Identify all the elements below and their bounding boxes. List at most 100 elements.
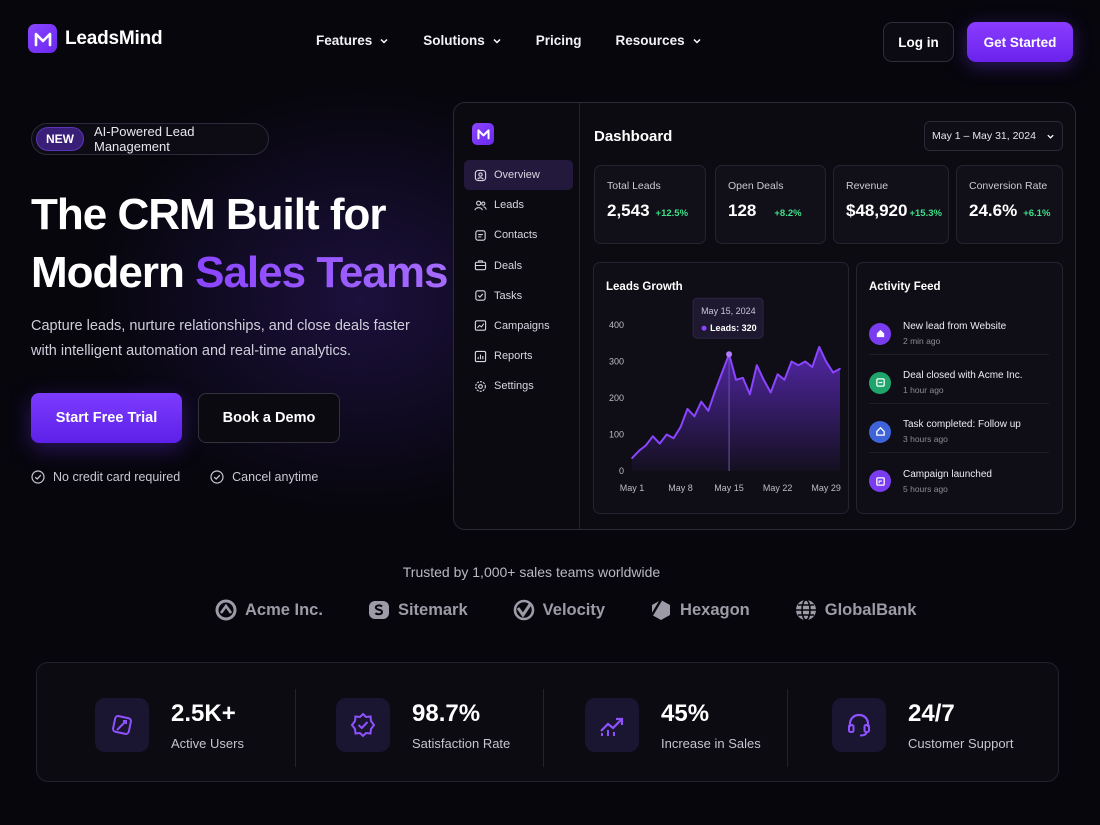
nav-pricing-label: Pricing <box>535 33 582 48</box>
stat-value: 24.6% <box>969 201 1018 220</box>
nav-solutions-label: Solutions <box>423 33 485 48</box>
dashboard-sidebar: Overview Leads Contacts Deals Tasks Camp… <box>454 103 580 529</box>
date-range-value: May 1 – May 31, 2024 <box>932 130 1036 142</box>
stat-label: Satisfaction Rate <box>412 735 511 751</box>
users-icon <box>474 200 487 211</box>
brand-hexagon: Hexagon <box>649 598 750 622</box>
menu-item-leads[interactable]: Leads <box>464 190 573 220</box>
activity-text: Campaign launched <box>903 468 992 480</box>
data-point <box>665 433 668 436</box>
divider <box>295 689 296 767</box>
data-point <box>776 373 779 376</box>
trending-up-icon <box>585 698 639 752</box>
login-button[interactable]: Log in <box>883 22 954 62</box>
divider <box>787 689 788 767</box>
nav-features-label: Features <box>316 33 373 48</box>
chevron-down-icon <box>380 38 388 44</box>
task-icon <box>869 420 891 443</box>
book-demo-button[interactable]: Book a Demo <box>198 393 340 443</box>
stat-value: 45% <box>661 699 710 727</box>
globe-logo-icon <box>795 599 816 621</box>
menu-item-deals[interactable]: Deals <box>464 251 573 281</box>
x-tick-label: May 22 <box>763 483 793 493</box>
menu-label: Settings <box>494 380 534 393</box>
nav-resources-label: Resources <box>615 33 685 48</box>
y-tick-label: 0 <box>619 466 624 476</box>
nav-features[interactable]: Features <box>316 33 389 48</box>
stat-card-revenue: Revenue $48,920 +15.3% <box>833 165 949 244</box>
customer-logos: Acme Inc. Sitemark Velocity Hexagon Glob… <box>214 598 916 622</box>
activity-item[interactable]: Deal closed with Acme Inc. 1 hour ago <box>869 362 1049 404</box>
stat-change: +15.3% <box>909 208 942 219</box>
data-point <box>811 366 814 368</box>
tooltip-value: Leads: 320 <box>710 323 757 333</box>
activity-feed-title: Activity Feed <box>869 281 941 293</box>
announcement-badge[interactable]: NEW AI-Powered Lead Management <box>31 123 269 155</box>
data-point <box>686 408 689 410</box>
leads-growth-panel: Leads Growth 0 100 200 300 400 May 1 May 8 May … <box>593 262 849 514</box>
sitemark-logo-icon <box>368 601 389 619</box>
stat-change: +8.2% <box>774 208 802 219</box>
user-plus-icon <box>95 698 149 752</box>
settings-icon <box>475 380 486 392</box>
nav-solutions[interactable]: Solutions <box>423 33 502 48</box>
dashboard-menu: Overview Leads Contacts Deals Tasks Camp… <box>464 160 573 402</box>
stats-bar: 2.5K+ Active Users 98.7% Satisfaction Rate… <box>36 662 1059 782</box>
activity-item[interactable]: Task completed: Follow up 3 hours ago <box>869 411 1049 453</box>
data-point <box>818 346 820 348</box>
stat-label: Open Deals <box>728 180 784 192</box>
chart-area <box>632 346 840 471</box>
deal-icon <box>869 371 891 394</box>
data-point <box>735 378 737 381</box>
menu-label: Reports <box>494 350 533 363</box>
activity-item[interactable]: New lead from Website 2 min ago <box>869 313 1049 355</box>
data-point <box>679 426 682 428</box>
chart-title: Leads Growth <box>606 281 683 293</box>
menu-label: Leads <box>494 199 524 212</box>
activity-time: 3 hours ago <box>903 434 948 444</box>
activity-item[interactable]: Campaign launched 5 hours ago <box>869 460 1049 502</box>
acme-logo-icon <box>215 599 237 621</box>
stat-label: Revenue <box>846 180 889 192</box>
overview-icon <box>474 169 487 181</box>
trusted-text: Trusted by 1,000+ sales teams worldwide <box>402 564 661 580</box>
tooltip-dot <box>701 325 707 331</box>
campaign-icon <box>869 470 891 492</box>
tooltip-date: May 15, 2024 <box>701 306 756 316</box>
data-point <box>762 378 765 381</box>
get-started-button[interactable]: Get Started <box>967 22 1073 62</box>
stat-change: +6.1% <box>1023 208 1051 219</box>
deals-icon <box>474 260 487 271</box>
menu-item-contacts[interactable]: Contacts <box>464 220 573 250</box>
stat-support: 24/7 Customer Support <box>832 698 1014 752</box>
menu-item-tasks[interactable]: Tasks <box>464 281 573 311</box>
brand-name: Acme Inc. <box>245 600 323 619</box>
menu-item-reports[interactable]: Reports <box>464 341 573 371</box>
data-point <box>790 360 793 363</box>
hero-title-line1: The CRM Built for <box>31 190 387 239</box>
tooltip-point <box>726 351 733 358</box>
badge-text: AI-Powered Lead Management <box>94 124 195 154</box>
stat-value: $48,920 <box>846 201 908 220</box>
menu-item-campaigns[interactable]: Campaigns <box>464 311 573 341</box>
brand-logo[interactable]: LeadsMind <box>28 24 163 53</box>
nav-pricing[interactable]: Pricing <box>536 33 582 48</box>
tasks-icon <box>475 290 486 301</box>
data-point <box>693 415 696 418</box>
data-point <box>714 389 716 392</box>
stat-label: Active Users <box>171 735 244 751</box>
check-item: No credit card required <box>31 470 180 484</box>
check-circle-icon <box>210 470 224 484</box>
start-free-trial-button[interactable]: Start Free Trial <box>31 393 182 443</box>
stat-value: 2,543 <box>607 201 650 220</box>
stat-card-open-deals: Open Deals 128 +8.2% <box>715 165 826 244</box>
menu-item-overview[interactable]: Overview <box>464 160 573 190</box>
date-range-select[interactable]: May 1 – May 31, 2024 <box>924 121 1063 151</box>
hero-title: The CRM Built for Modern Sales Teams <box>31 186 461 302</box>
data-point <box>756 364 758 366</box>
brand-name: LeadsMind <box>65 27 163 49</box>
data-point <box>645 444 647 447</box>
menu-item-settings[interactable]: Settings <box>464 371 573 401</box>
nav-resources[interactable]: Resources <box>616 33 702 48</box>
headset-icon <box>832 698 886 752</box>
